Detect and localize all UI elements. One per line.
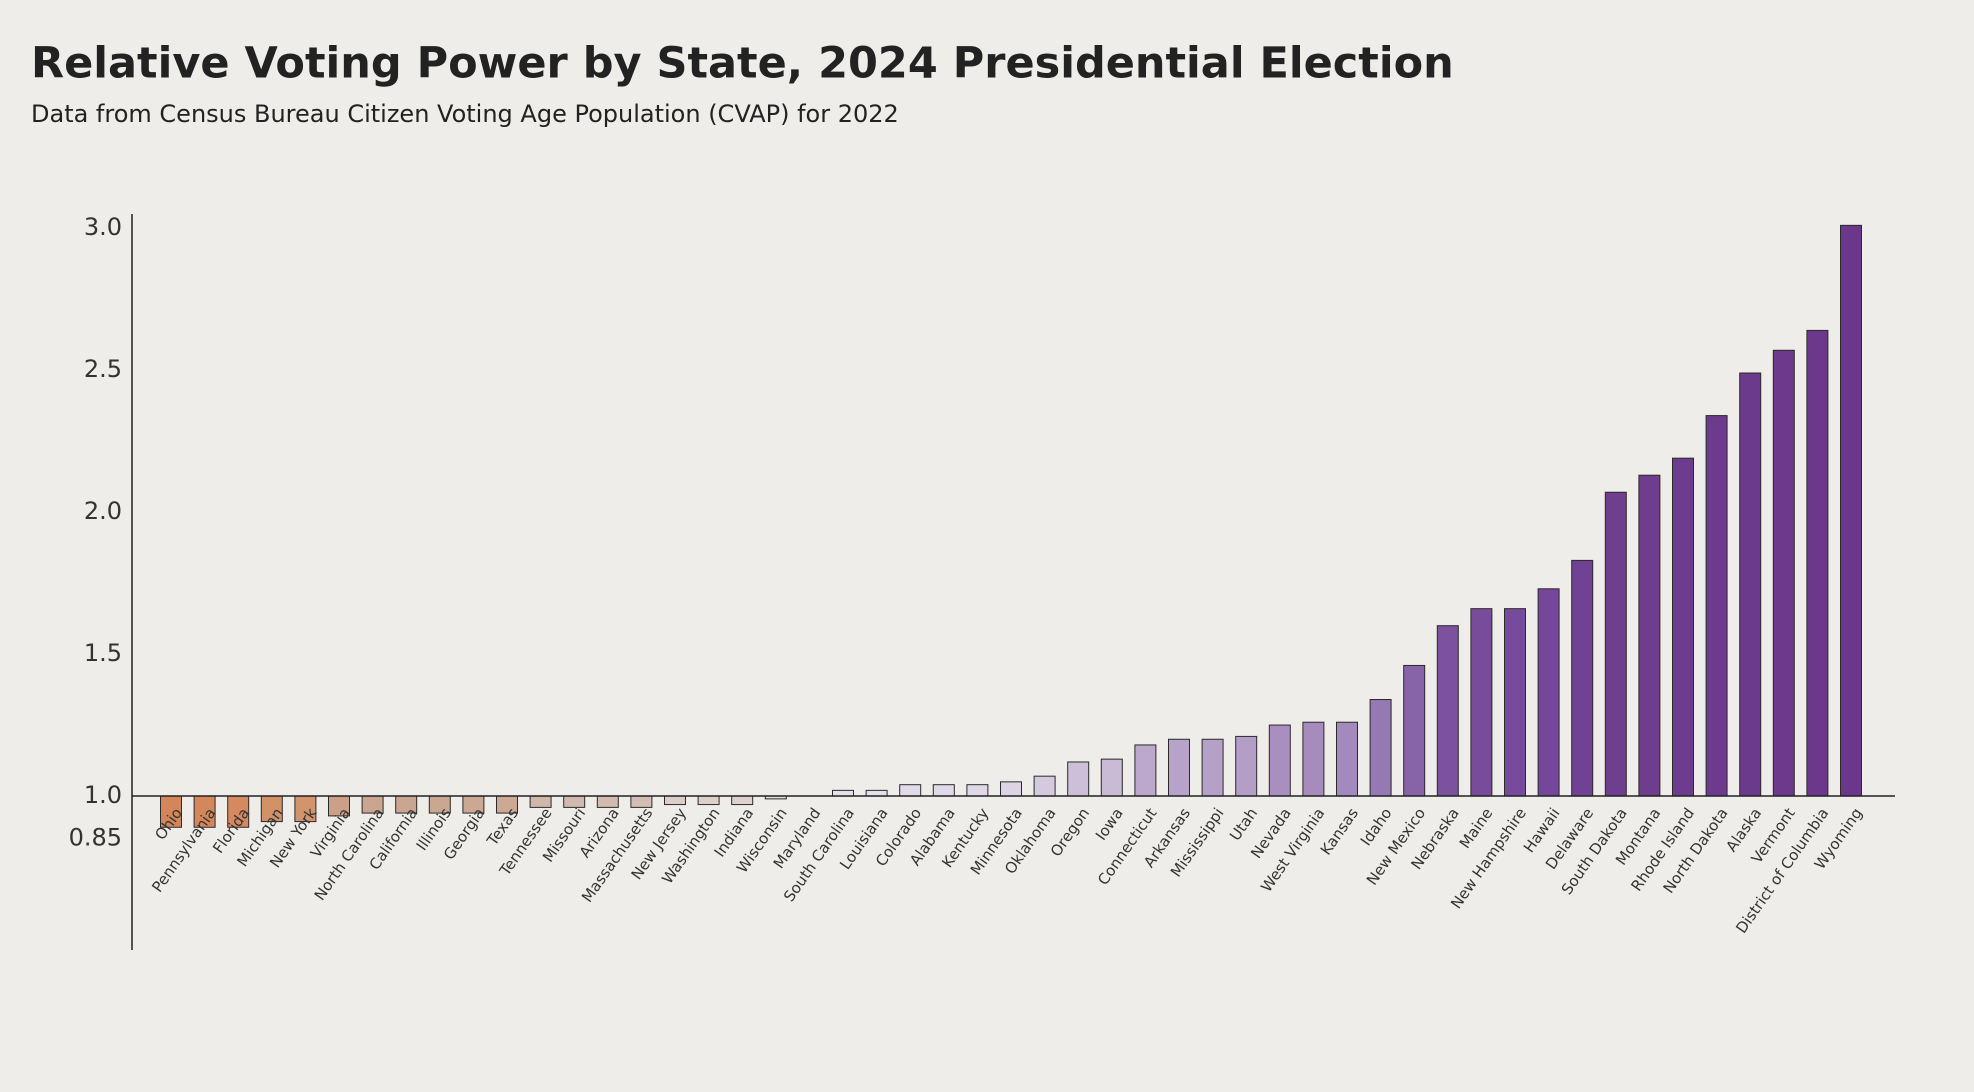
bar bbox=[899, 784, 922, 797]
y-tick-label: 1.0 bbox=[84, 781, 122, 809]
y-tick-label: 2.0 bbox=[84, 497, 122, 525]
bar bbox=[1235, 735, 1258, 797]
bar bbox=[966, 784, 989, 797]
bar bbox=[1268, 724, 1291, 797]
bar bbox=[1705, 415, 1728, 797]
bar bbox=[1638, 474, 1661, 797]
bar bbox=[1067, 761, 1090, 797]
bar bbox=[1403, 664, 1426, 797]
bar bbox=[731, 795, 754, 806]
bar bbox=[1672, 457, 1694, 797]
y-tick-label: 3.0 bbox=[84, 213, 122, 241]
bar bbox=[1134, 744, 1157, 797]
bar bbox=[1504, 608, 1526, 797]
bar bbox=[1201, 738, 1224, 797]
bar bbox=[1537, 588, 1560, 797]
bar bbox=[697, 795, 720, 806]
bar bbox=[1840, 224, 1862, 797]
bar bbox=[1772, 349, 1795, 797]
bar bbox=[865, 789, 888, 797]
bar bbox=[1336, 721, 1358, 797]
bar bbox=[1739, 372, 1762, 797]
bar bbox=[1000, 781, 1022, 797]
y-tick-label: 2.5 bbox=[84, 355, 122, 383]
chart-subtitle: Data from Census Bureau Citizen Voting A… bbox=[31, 100, 899, 128]
bar bbox=[1033, 775, 1056, 797]
bar bbox=[1806, 329, 1829, 797]
bar bbox=[1470, 608, 1493, 797]
bar bbox=[1100, 758, 1123, 797]
y-tick-label: 0.85 bbox=[69, 824, 122, 852]
y-tick-label: 1.5 bbox=[84, 639, 122, 667]
bar bbox=[932, 784, 955, 797]
bar bbox=[1571, 559, 1594, 797]
bar bbox=[1302, 721, 1325, 797]
chart-title: Relative Voting Power by State, 2024 Pre… bbox=[31, 39, 1454, 89]
bar bbox=[832, 789, 854, 797]
bar bbox=[1436, 625, 1459, 797]
bar bbox=[1604, 491, 1627, 797]
bar bbox=[664, 795, 686, 806]
bar bbox=[1168, 738, 1190, 797]
bar bbox=[1369, 699, 1392, 797]
